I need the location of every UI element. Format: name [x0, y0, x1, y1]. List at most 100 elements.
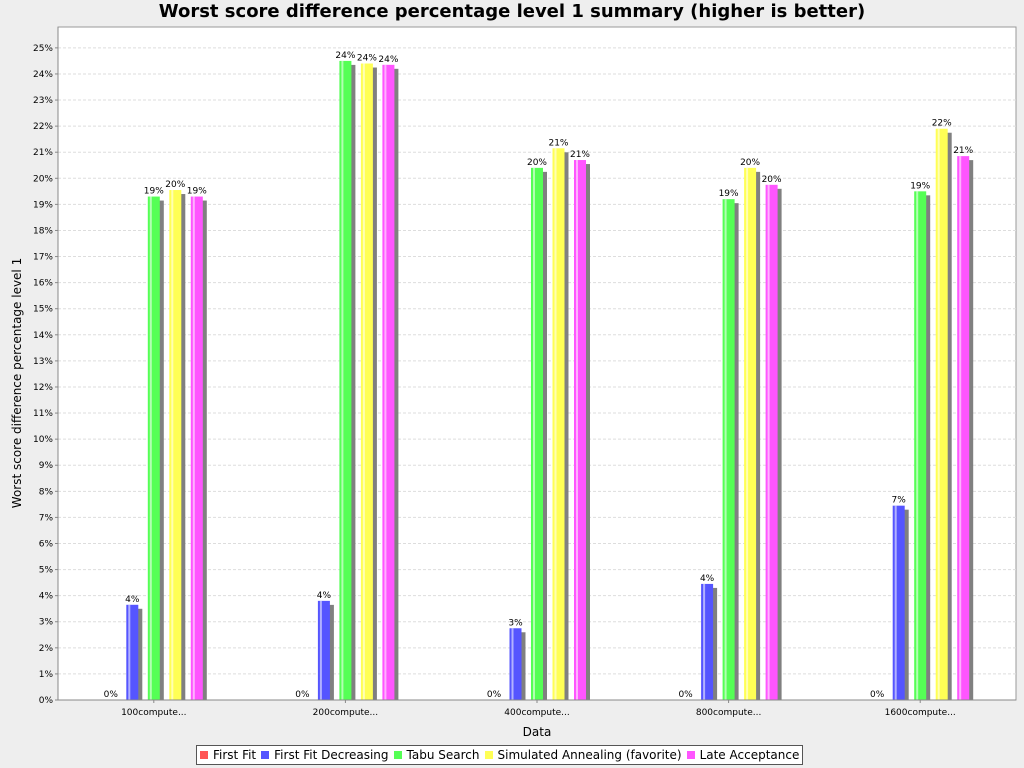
bars	[126, 60, 974, 701]
bar-highlight	[724, 199, 727, 701]
bar	[574, 160, 586, 700]
chart-canvas: 0% 1% 2% 3% 4% 5% 6% 7% 8% 9% 10% 11% 12% 13% 14% 15% 16…	[10, 26, 1017, 739]
bar-highlight	[576, 160, 578, 700]
y-tick-label: 8%	[39, 487, 54, 497]
bar	[552, 148, 565, 700]
y-tick-label: 16%	[33, 279, 53, 289]
bar	[957, 156, 970, 701]
bar	[317, 600, 330, 700]
y-tick-label: 22%	[33, 122, 53, 132]
y-tick-label: 11%	[33, 409, 53, 419]
bar-highlight	[341, 60, 344, 701]
bar	[892, 505, 905, 700]
legend-swatch	[393, 751, 402, 759]
bar	[765, 184, 778, 700]
y-tick-label: 4%	[39, 592, 54, 602]
bar-highlight	[703, 583, 706, 700]
value-labels: 0%4%19%20%19%0%4%24% 24% 24%0%3%20%21%21%0…	[104, 51, 974, 700]
bar	[701, 583, 714, 700]
bar-value-label: 20%	[165, 180, 185, 190]
y-tick-label: 1%	[39, 670, 54, 680]
bar	[339, 60, 352, 701]
x-tick-label: 100compute...	[121, 708, 186, 718]
bar-value-label: 0%	[678, 690, 693, 700]
bar-value-label: 19%	[144, 187, 164, 197]
legend-item: First Fit	[200, 748, 256, 762]
bar-value-label: 0%	[104, 690, 119, 700]
y-tick-label: 9%	[39, 461, 54, 471]
y-tick-label: 10%	[33, 435, 53, 445]
bar-highlight	[554, 148, 557, 700]
bar-value-label: 21%	[548, 138, 568, 148]
legend-item: Tabu Search	[393, 748, 480, 762]
bar-value-label: 4%	[700, 574, 715, 584]
bar-value-label: 20%	[527, 158, 547, 168]
bar	[190, 196, 203, 700]
bar-value-label: 4%	[317, 591, 332, 601]
legend-label: First Fit Decreasing	[274, 748, 389, 762]
y-tick-label: 25%	[33, 44, 53, 54]
bar-value-label: 4%	[125, 595, 140, 605]
bar-value-label: 0%	[295, 690, 310, 700]
bar-highlight	[767, 184, 770, 700]
bar	[531, 167, 543, 700]
y-tick-label: 21%	[33, 148, 53, 158]
x-axis-label: Data	[523, 725, 552, 739]
x-axis-ticks: 100compute... 200compute... 400compute... 8…	[121, 700, 956, 718]
x-tick-label: 400compute...	[504, 708, 569, 718]
y-tick-label: 13%	[33, 357, 53, 367]
legend-label: Tabu Search	[406, 748, 480, 762]
x-tick-label: 800compute...	[696, 708, 761, 718]
bar-highlight	[362, 63, 365, 700]
y-tick-label: 2%	[39, 644, 54, 654]
legend-swatch	[200, 751, 208, 759]
bar	[914, 191, 927, 700]
bar-value-label: 0%	[487, 690, 502, 700]
y-axis-label: Worst score difference percentage level …	[10, 258, 24, 508]
y-tick-label: 15%	[33, 305, 53, 315]
legend: First Fit First Fit Decreasing Tabu Sear…	[196, 745, 804, 765]
bar-value-label: 19%	[187, 187, 207, 197]
y-tick-label: 23%	[33, 96, 53, 106]
bar	[722, 199, 735, 701]
y-tick-label: 20%	[33, 174, 53, 184]
legend-label: Simulated Annealing (favorite)	[497, 748, 682, 762]
bar-value-label: 22%	[932, 119, 952, 129]
bar-highlight	[384, 64, 387, 700]
bar-highlight	[319, 600, 322, 700]
y-tick-label: 7%	[39, 513, 54, 523]
bar-highlight	[533, 167, 535, 700]
bar-value-label: 24%	[335, 51, 355, 61]
bar	[126, 604, 139, 700]
bar-value-label: 7%	[892, 496, 907, 506]
bar	[360, 63, 373, 700]
y-tick-label: 6%	[39, 539, 54, 549]
bar	[935, 128, 948, 701]
bar-highlight	[192, 196, 195, 700]
legend-label: First Fit	[213, 748, 257, 762]
legend-item: Simulated Annealing (favorite)	[484, 748, 682, 762]
legend-swatch	[484, 751, 493, 759]
bar	[382, 64, 395, 700]
bar-highlight	[511, 628, 514, 700]
legend-item: Late Acceptance	[686, 748, 800, 762]
chart-title: Worst score difference percentage level …	[158, 1, 866, 22]
bar-value-label: 19%	[719, 189, 739, 199]
bar-value-label: 3%	[508, 618, 523, 628]
legend-swatch	[261, 751, 270, 759]
x-tick-label: 1600compute...	[885, 708, 956, 718]
bar-value-label: 0%	[870, 690, 885, 700]
bar	[744, 167, 757, 700]
bar-value-label: 20%	[762, 175, 782, 185]
legend-item: First Fit Decreasing	[261, 748, 389, 762]
y-tick-label: 12%	[33, 383, 53, 393]
y-tick-label: 17%	[33, 253, 53, 263]
bar	[147, 196, 160, 700]
bar-value-label: 21%	[953, 146, 973, 156]
y-tick-label: 5%	[39, 566, 54, 576]
legend-label: Late Acceptance	[699, 748, 800, 762]
y-axis-ticks: 0% 1% 2% 3% 4% 5% 6% 7% 8% 9% 10% 11% 12% 13% 14% 15% 16…	[33, 44, 58, 706]
y-tick-label: 0%	[39, 696, 54, 706]
bar-highlight	[149, 196, 152, 700]
bar-highlight	[171, 190, 174, 700]
